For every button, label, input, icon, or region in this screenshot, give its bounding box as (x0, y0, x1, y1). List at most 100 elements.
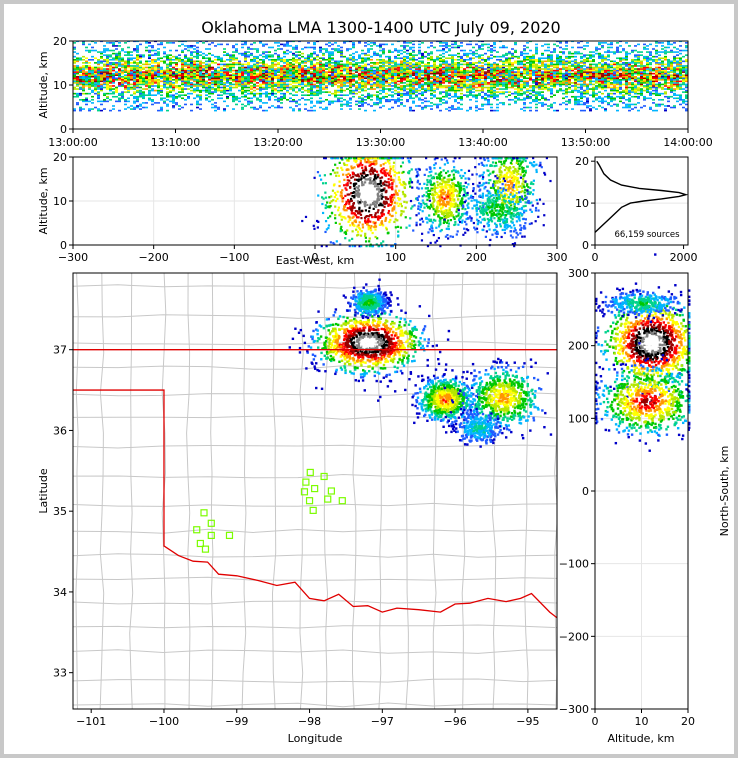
time-height-cell (475, 97, 478, 100)
time-height-cell (334, 63, 337, 66)
time-height-cell (562, 89, 565, 92)
time-height-cell (505, 69, 508, 72)
time-height-cell (565, 60, 568, 63)
time-height-cell (499, 102, 502, 104)
time-height-cell (187, 83, 190, 86)
time-height-cell (613, 80, 616, 83)
time-height-cell (529, 72, 532, 75)
time-height-cell (568, 57, 571, 60)
time-height-cell (130, 108, 133, 110)
time-height-cell (343, 94, 346, 96)
time-height-cell (253, 68, 256, 70)
time-height-cell (613, 99, 616, 101)
time-height-cell (259, 65, 262, 67)
time-height-cell (535, 85, 538, 87)
time-height-cell (499, 85, 502, 87)
time-height-cell (256, 63, 259, 66)
time-height-cell (442, 60, 445, 63)
time-height-cell (388, 63, 391, 66)
time-height-cell (196, 82, 199, 84)
time-height-cell (211, 83, 214, 86)
time-height-cell (382, 69, 385, 72)
time-height-cell (196, 100, 199, 103)
time-height-cell (478, 108, 481, 110)
time-height-cell (502, 77, 505, 80)
time-height-cell (400, 77, 403, 80)
time-height-cell (181, 69, 184, 72)
time-height-cell (157, 58, 160, 61)
time-height-cell (109, 75, 112, 78)
time-height-cell (559, 57, 562, 60)
time-height-cell (385, 72, 388, 75)
time-height-cell (166, 94, 169, 96)
time-height-cell (76, 72, 79, 75)
time-height-cell (502, 88, 505, 90)
time-height-cell (154, 54, 157, 56)
time-height-cell (292, 63, 295, 66)
time-height-cell (406, 94, 409, 96)
time-height-cell (94, 86, 97, 89)
time-height-cell (220, 97, 223, 100)
time-height-cell (487, 65, 490, 67)
time-height-cell (373, 69, 376, 72)
time-height-cell (598, 66, 601, 69)
time-height-cell (193, 65, 196, 67)
time-height-cell (139, 94, 142, 96)
time-height-cell (496, 103, 499, 106)
time-height-cell (517, 92, 520, 95)
time-height-cell (325, 75, 328, 78)
time-height-cell (103, 80, 106, 83)
time-height-cell (340, 86, 343, 89)
time-height-cell (619, 58, 622, 61)
time-height-cell (562, 77, 565, 80)
time-height-cell (574, 100, 577, 103)
time-height-cell (502, 62, 505, 64)
time-height-cell (304, 94, 307, 96)
time-height-cell (151, 62, 154, 64)
time-height-cell (499, 68, 502, 70)
time-height-cell (223, 83, 226, 86)
time-height-cell (553, 66, 556, 69)
time-height-cell (109, 80, 112, 83)
time-height-cell (580, 77, 583, 80)
time-height-cell (340, 88, 343, 90)
time-height-cell (469, 92, 472, 95)
time-height-cell (166, 86, 169, 89)
time-height-cell (565, 68, 568, 70)
time-height-cell (553, 71, 556, 73)
time-height-cell (472, 66, 475, 69)
time-height-cell (463, 80, 466, 83)
time-height-cell (358, 77, 361, 80)
time-height-cell (613, 79, 616, 81)
time-height-cell (619, 92, 622, 95)
time-height-cell (169, 74, 172, 76)
time-height-cell (505, 88, 508, 90)
time-height-cell (223, 54, 226, 56)
time-height-cell (589, 55, 592, 58)
time-height-cell (460, 49, 463, 52)
time-height-cell (601, 106, 604, 109)
time-height-cell (193, 63, 196, 66)
time-height-cell (499, 65, 502, 67)
time-height-cell (304, 89, 307, 92)
time-height-cell (622, 48, 625, 50)
time-height-cell (508, 82, 511, 84)
time-height-cell (256, 75, 259, 78)
time-height-cell (232, 77, 235, 80)
time-height-cell (439, 57, 442, 60)
time-height-cell (298, 109, 301, 112)
time-height-cell (589, 51, 592, 53)
time-height-cell (79, 94, 82, 96)
time-height-cell (301, 79, 304, 81)
time-height-cell (253, 106, 256, 109)
time-height-cell (232, 58, 235, 61)
time-height-cell (394, 83, 397, 86)
time-height-cell (262, 69, 265, 72)
time-height-cell (205, 97, 208, 100)
time-height-cell (433, 65, 436, 67)
time-height-cell (382, 65, 385, 67)
time-height-cell (118, 94, 121, 96)
time-height-cell (289, 75, 292, 78)
time-height-cell (463, 79, 466, 81)
time-height-cell (442, 45, 445, 47)
